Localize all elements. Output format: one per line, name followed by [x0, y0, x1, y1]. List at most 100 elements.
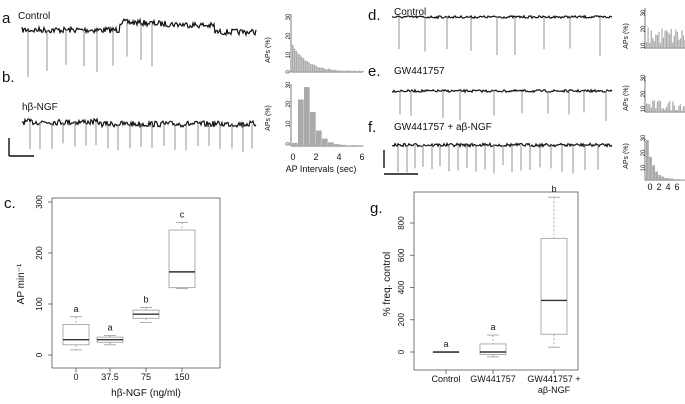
hist-d-bar [679, 38, 681, 48]
hist-e-ytick-30: 30 [641, 74, 647, 81]
hist-a-bar [347, 70, 350, 72]
hist-b-bar [346, 145, 352, 146]
hist-d-bar [669, 34, 671, 48]
panel-b-label: hβ-NGF [22, 102, 58, 113]
boxplot-c-ytick-label: 200 [35, 246, 44, 260]
hist-a-bar [362, 70, 364, 72]
hist-a-bar [335, 69, 337, 72]
hist-f-bar [670, 178, 674, 180]
boxplot-c-sig-letter: c [180, 209, 185, 219]
hist-b-ytick-10: 10 [286, 120, 292, 127]
hist-d-bar [659, 43, 661, 48]
hist-d-bar [676, 32, 678, 48]
hist-b-bar [316, 130, 322, 146]
hist-a-bar [324, 69, 326, 72]
hist-f-bar [664, 177, 668, 180]
hist-e-bar [661, 108, 663, 112]
trace-b [21, 117, 257, 153]
boxplot-c-xtick-label: 37.5 [101, 372, 119, 382]
hist-e-bar [682, 106, 685, 112]
hist-e-bar [649, 104, 651, 112]
hist-e-bar [676, 110, 678, 112]
hist-e-ytick-20: 20 [641, 90, 647, 97]
hist-a-bar [310, 64, 312, 72]
hist-d-bar [661, 28, 663, 48]
scale-bar-right [383, 150, 418, 175]
hist-b-xtick-4: 4 [336, 152, 341, 162]
hist-a-bar [306, 61, 308, 72]
hist-e-bar [675, 110, 677, 112]
hist-e-ylabel: APs (%) [623, 85, 630, 111]
hist-d-bar [666, 30, 668, 48]
hist-a-bar [299, 54, 301, 72]
hist-a-bar [346, 70, 348, 72]
boxplot-c-sig-letter: a [107, 323, 112, 333]
boxplot-g-ylabel: % freq. control [382, 252, 393, 316]
hist-d-bar [646, 42, 648, 48]
histogram-a [290, 14, 364, 73]
hist-b-bar [340, 144, 346, 146]
hist-d-bar [650, 30, 652, 48]
histogram-b [290, 84, 364, 147]
hist-a-bar [351, 71, 353, 72]
hist-f-bar [658, 175, 662, 180]
hist-d-bar [681, 30, 683, 48]
trace-e [391, 88, 613, 121]
hist-d-ylabel: APs (%) [623, 23, 630, 49]
hist-a-bar [315, 65, 317, 72]
hist-a-bar [338, 70, 341, 72]
hist-e-bar [669, 100, 671, 112]
hist-a-bar [340, 70, 343, 72]
boxplot-g-ytick-label: 0 [397, 349, 406, 354]
hist-e-bar [647, 103, 649, 112]
hist-d-bar [678, 39, 680, 48]
hist-f-bar [655, 171, 658, 180]
hist-a-bar [326, 69, 328, 72]
boxplot-c-box [62, 323, 90, 346]
boxplot-g-xtick-label: GW441757 + [527, 374, 580, 384]
hist-f-bar [673, 179, 677, 180]
hist-e-bar [666, 106, 668, 112]
trace-d-baseline [391, 14, 613, 20]
hist-e-bar [662, 108, 665, 112]
hist-b-bar [304, 87, 310, 146]
panel-d-letter: d. [368, 7, 381, 24]
panel-f-label: GW441757 + aβ-NGF [394, 122, 492, 133]
hist-f-bar [652, 165, 655, 180]
boxplot-c-box [168, 229, 196, 289]
hist-d-bar [656, 35, 658, 48]
hist-b-ytick-0: 0 [286, 142, 292, 146]
hist-d-bar [655, 34, 657, 48]
hist-e-bar [656, 101, 658, 112]
panel-f-letter: f. [368, 119, 376, 136]
trace-f-baseline [391, 141, 613, 149]
boxplot-c-xtick-label: 150 [174, 372, 189, 382]
hist-b-ylabel: APs (%) [265, 105, 272, 131]
hist-e-ytick-10: 10 [641, 105, 647, 112]
hist-a-bar [292, 45, 294, 72]
hist-f-bar [661, 176, 665, 180]
hist-a-ytick-0: 0 [286, 70, 292, 74]
hist-f-xtick-0: 0 [647, 182, 652, 192]
hist-a-bar [337, 70, 339, 72]
hist-d-bar [647, 27, 649, 48]
hist-a-bar [356, 71, 359, 72]
trace-a-baseline [21, 17, 257, 38]
hist-b-bar [298, 99, 304, 146]
hist-f-xtick-6: 6 [674, 182, 679, 192]
boxplot-c-ytick-label: 300 [35, 195, 44, 209]
hist-e-bar [667, 103, 669, 112]
hist-d-bar [672, 42, 674, 48]
boxplot-g-xtick-label-line2: aβ-NGF [538, 385, 571, 395]
hist-d-bar [673, 35, 675, 48]
boxplot-c-ylabel: AP min⁻¹ [16, 263, 27, 304]
hist-a-bar [331, 70, 334, 72]
boxplot-c-ytick-label: 0 [35, 352, 44, 357]
hist-e-bar [673, 105, 675, 112]
hist-a-bar [304, 60, 307, 72]
hist-a-bar [342, 70, 344, 72]
hist-a-ytick-20: 20 [286, 32, 292, 39]
panel-d-label: Control [394, 7, 426, 18]
hist-e-bar [672, 101, 674, 112]
